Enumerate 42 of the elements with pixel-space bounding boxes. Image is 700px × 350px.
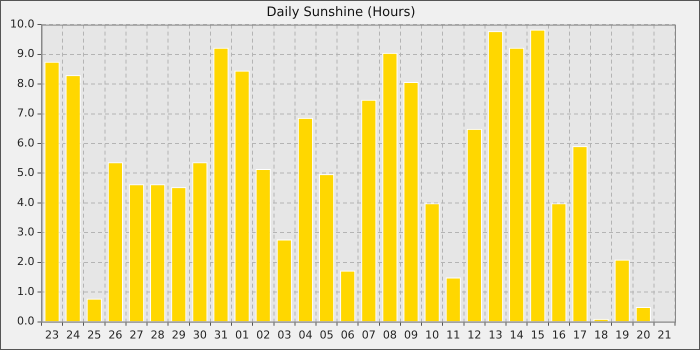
y-tick-label: 2.0 — [16, 255, 34, 268]
x-tick-label: 03 — [277, 328, 292, 342]
x-tick-label: 10 — [425, 328, 440, 342]
x-tick-label: 02 — [256, 328, 270, 342]
x-tick-label: 28 — [150, 328, 165, 342]
x-tick-label: 18 — [594, 328, 608, 342]
x-tick-label: 27 — [130, 328, 144, 342]
y-tick-label: 4.0 — [16, 196, 34, 209]
x-tick-label: 08 — [382, 328, 397, 342]
x-tick-label: 01 — [235, 328, 250, 342]
x-tick-label: 19 — [615, 328, 630, 342]
y-tick-label: 5.0 — [16, 166, 34, 180]
x-tick-label: 21 — [657, 328, 672, 342]
x-tick-label: 29 — [172, 328, 186, 342]
y-tick-label: 7.0 — [16, 106, 34, 120]
x-tick-label: 26 — [108, 328, 122, 342]
x-tick-label: 12 — [467, 328, 482, 342]
x-tick-label: 16 — [552, 328, 566, 342]
x-tick-label: 23 — [45, 328, 60, 342]
y-tick-label: 3.0 — [16, 226, 34, 238]
x-tick-label: 07 — [362, 328, 376, 342]
x-tick-label: 15 — [530, 328, 545, 342]
y-tick-label: 0.0 — [16, 314, 34, 328]
x-tick-label: 31 — [214, 328, 228, 342]
x-tick-label: 04 — [298, 328, 312, 342]
x-tick-label: 30 — [192, 328, 207, 342]
x-tick-label: 17 — [572, 328, 587, 342]
y-tick-label: 6.0 — [16, 136, 34, 150]
x-tick-label: 25 — [87, 328, 102, 342]
x-tick-label: 06 — [340, 328, 355, 342]
y-tick-label: 9.0 — [16, 47, 34, 60]
x-tick-label: 24 — [66, 328, 80, 342]
x-tick-label: 05 — [320, 328, 334, 342]
y-tick-label: 1.0 — [16, 284, 34, 298]
chart-title: Daily Sunshine (Hours) — [266, 5, 416, 20]
x-tick-label: 11 — [446, 328, 460, 342]
x-tick-label: 13 — [488, 328, 503, 342]
x-tick-label: 20 — [636, 328, 650, 342]
y-tick-label: 10.0 — [10, 17, 34, 30]
x-tick-label: 14 — [510, 328, 524, 342]
x-tick-label: 09 — [404, 328, 418, 342]
y-tick-label: 8.0 — [16, 76, 34, 90]
